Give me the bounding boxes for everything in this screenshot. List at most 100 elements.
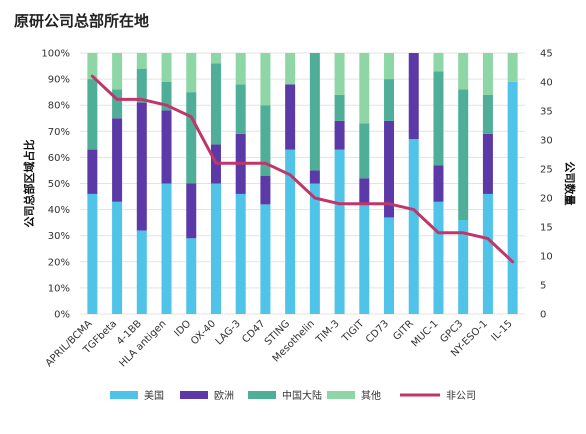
y2-tick-label: 10	[540, 252, 553, 263]
bar-segment	[285, 53, 296, 85]
bar-segment	[285, 149, 296, 314]
legend-swatch	[248, 391, 276, 399]
y2-tick-label: 40	[540, 78, 553, 89]
bar-segment	[161, 53, 172, 82]
bar-segment	[458, 220, 469, 314]
y2-tick-label: 5	[540, 281, 546, 292]
bar-segment	[186, 53, 197, 93]
y-tick-label: 80%	[48, 101, 70, 112]
right-axis-ticks: 0 5 10 15 20 25 30 35 40 45	[540, 49, 553, 321]
bar-segment	[112, 89, 123, 119]
bar-segment	[87, 53, 98, 80]
bar-segment	[87, 149, 98, 194]
bar-segment	[136, 102, 147, 231]
x-tick-label: LAG-3	[214, 318, 243, 347]
bar-segment	[433, 201, 444, 314]
chart-title: 原研公司总部所在地	[14, 12, 150, 30]
x-tick-label: TIGIT	[340, 318, 367, 345]
x-tick-label: OX-40	[189, 318, 218, 347]
bar-segment	[210, 63, 221, 145]
legend-swatch	[110, 391, 138, 399]
bar-segment	[235, 53, 246, 85]
bar-segment	[334, 53, 345, 95]
bar-segment	[161, 110, 172, 184]
bar-segment	[285, 84, 296, 150]
x-tick-label: IL-15	[490, 318, 515, 343]
bar-segment	[112, 201, 123, 314]
bar-segment	[161, 81, 172, 111]
bar-segment	[334, 149, 345, 314]
y-tick-label: 100%	[41, 49, 70, 60]
bar-segment	[408, 139, 419, 314]
x-tick-label: TIM-3	[314, 318, 342, 346]
y-tick-label: 10%	[48, 283, 70, 294]
bar-segment	[458, 89, 469, 221]
bar-segment	[112, 53, 123, 90]
y-tick-label: 40%	[48, 205, 70, 216]
bar-segment	[334, 120, 345, 150]
bar-segment	[309, 170, 320, 184]
bar-segment	[482, 94, 493, 134]
x-tick-label: CD73	[364, 318, 391, 345]
bars	[87, 53, 518, 315]
bar-segment	[384, 53, 395, 80]
bar-segment	[433, 71, 444, 166]
bar-segment	[136, 53, 147, 69]
bar-segment	[482, 133, 493, 194]
bar-segment	[260, 53, 271, 106]
bar-segment	[186, 92, 197, 184]
bar-segment	[482, 53, 493, 95]
legend-label: 中国大陆	[282, 389, 322, 402]
bar-segment	[260, 204, 271, 314]
bar-segment	[359, 178, 370, 205]
y-tick-label: 0%	[54, 310, 70, 321]
legend-label: 美国	[144, 389, 164, 402]
line-path	[90, 74, 515, 264]
bar-segment	[186, 238, 197, 314]
x-tick-label: IDO	[172, 318, 193, 339]
y-tick-label: 30%	[48, 231, 70, 242]
bar-segment	[507, 81, 518, 315]
bar-segment	[112, 118, 123, 202]
legend-label: 其他	[361, 389, 381, 402]
y2-tick-label: 35	[540, 107, 553, 118]
bar-segment	[309, 183, 320, 314]
bar-segment	[384, 120, 395, 218]
y-axis-title: 公司总部区域占比	[22, 140, 36, 228]
bar-segment	[87, 193, 98, 314]
bar-segment	[408, 53, 419, 140]
line-series	[90, 74, 515, 264]
bar-segment	[482, 193, 493, 314]
bar-segment	[384, 79, 395, 121]
bar-segment	[260, 175, 271, 205]
bar-segment	[458, 53, 469, 90]
legend-label: 欧洲	[214, 390, 234, 402]
bar-segment	[359, 53, 370, 124]
y-tick-label: 90%	[48, 75, 70, 86]
bar-segment	[210, 53, 221, 64]
gridlines	[80, 52, 525, 315]
legend-swatch	[327, 391, 355, 399]
bar-segment	[235, 84, 246, 134]
legend-swatch	[180, 391, 208, 399]
bar-segment	[359, 123, 370, 179]
legend: 美国 欧洲 中国大陆 其他 非公司	[110, 389, 476, 402]
y-tick-label: 20%	[48, 257, 70, 268]
y2-tick-label: 15	[540, 223, 553, 234]
bar-segment	[433, 53, 444, 72]
bar-segment	[210, 183, 221, 314]
bar-segment	[433, 165, 444, 202]
y2-tick-label: 30	[540, 136, 553, 147]
bar-segment	[507, 53, 518, 82]
bar-segment	[235, 193, 246, 314]
y2-tick-label: 20	[540, 194, 553, 205]
bar-segment	[87, 79, 98, 150]
bar-segment	[334, 94, 345, 121]
y2-tick-label: 0	[540, 310, 546, 321]
bar-segment	[136, 230, 147, 314]
y-tick-label: 60%	[48, 153, 70, 164]
y2-tick-label: 45	[540, 49, 553, 60]
bar-segment	[260, 105, 271, 176]
bar-segment	[384, 217, 395, 314]
